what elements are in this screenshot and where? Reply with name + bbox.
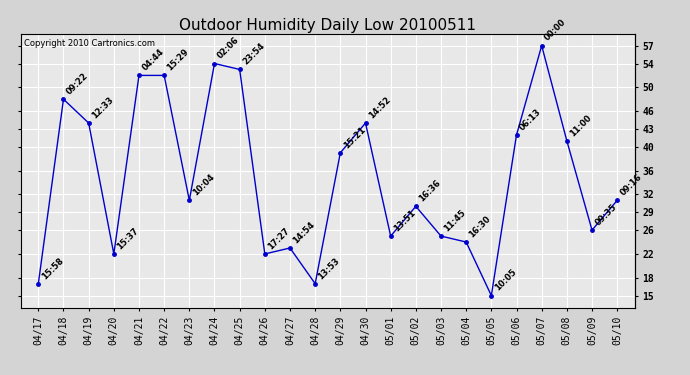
Text: 13:51: 13:51	[392, 208, 417, 233]
Text: 15:29: 15:29	[166, 47, 191, 73]
Text: 23:54: 23:54	[241, 41, 266, 67]
Title: Outdoor Humidity Daily Low 20100511: Outdoor Humidity Daily Low 20100511	[179, 18, 476, 33]
Text: 00:00: 00:00	[543, 18, 568, 43]
Text: 09:16: 09:16	[618, 172, 644, 198]
Text: 10:05: 10:05	[493, 268, 518, 293]
Text: 15:21: 15:21	[342, 124, 367, 150]
Text: 16:36: 16:36	[417, 178, 442, 204]
Text: Copyright 2010 Cartronics.com: Copyright 2010 Cartronics.com	[23, 39, 155, 48]
Text: 11:45: 11:45	[442, 208, 468, 233]
Text: 15:37: 15:37	[115, 226, 140, 251]
Text: 04:44: 04:44	[140, 47, 166, 73]
Text: 11:00: 11:00	[569, 113, 593, 138]
Text: 15:58: 15:58	[40, 256, 65, 281]
Text: 10:04: 10:04	[190, 172, 216, 198]
Text: 09:22: 09:22	[65, 71, 90, 96]
Text: 09:35: 09:35	[593, 202, 618, 227]
Text: 14:52: 14:52	[367, 95, 392, 120]
Text: 13:53: 13:53	[317, 256, 342, 281]
Text: 06:13: 06:13	[518, 107, 543, 132]
Text: 02:06: 02:06	[216, 36, 241, 61]
Text: 16:30: 16:30	[468, 214, 493, 239]
Text: 14:54: 14:54	[291, 220, 317, 245]
Text: 17:27: 17:27	[266, 226, 291, 251]
Text: 12:33: 12:33	[90, 95, 115, 120]
